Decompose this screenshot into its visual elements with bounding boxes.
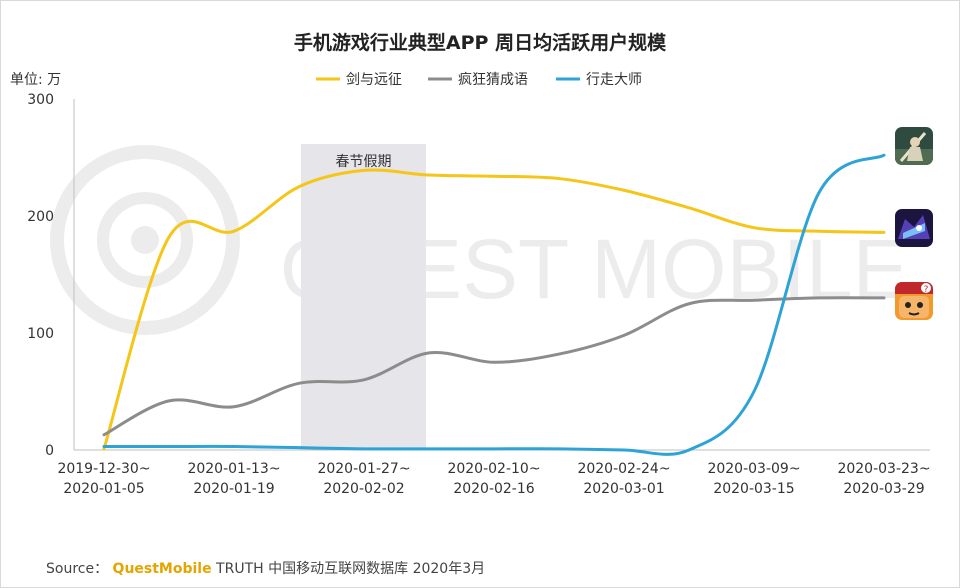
x-tick-label: 2020-02-16 xyxy=(453,481,534,497)
x-tick-label: 2020-03-01 xyxy=(583,481,664,497)
source-prefix: Source： xyxy=(46,561,109,577)
x-tick-label: 2020-03-15 xyxy=(713,481,794,497)
x-tick-label: 2020-01-13~ xyxy=(187,461,280,477)
series-line-2 xyxy=(102,296,886,437)
blue-dragon-icon xyxy=(895,209,933,247)
unit-label: 单位: 万 xyxy=(10,72,61,88)
holiday-band-label: 春节假期 xyxy=(336,154,392,170)
x-tick-label: 2020-01-05 xyxy=(63,481,144,497)
x-tick-label: 2019-12-30~ xyxy=(57,461,150,477)
holiday-band xyxy=(301,144,426,450)
x-tick-label: 2020-02-10~ xyxy=(447,461,540,477)
series-lines xyxy=(102,153,886,456)
series-line-3 xyxy=(102,153,886,456)
legend-label: 疯狂猜成语 xyxy=(458,72,528,88)
sword-warrior-icon xyxy=(895,127,933,165)
legend-label: 剑与远征 xyxy=(346,72,402,88)
x-tick-label: 2020-03-29 xyxy=(843,481,924,497)
x-tick-label: 2020-02-02 xyxy=(323,481,404,497)
source-text: TRUTH 中国移动互联网数据库 2020年3月 xyxy=(211,561,486,577)
source-note: Source： QuestMobile TRUTH 中国移动互联网数据库 202… xyxy=(46,558,485,578)
y-tick-label: 200 xyxy=(27,209,54,225)
x-tick-label: 2020-01-19 xyxy=(193,481,274,497)
x-ticks: 2019-12-30~ 2020-01-05 2020-01-13~ 2020-01-… xyxy=(57,461,930,497)
watermark: QUEST MOBILE xyxy=(50,145,909,335)
y-ticks: 0 100 200 300 xyxy=(27,92,54,459)
y-tick-label: 0 xyxy=(45,443,54,459)
svg-text:?: ? xyxy=(924,285,929,295)
legend: 剑与远征 疯狂猜成语 行走大师 xyxy=(316,72,642,88)
legend-label: 行走大师 xyxy=(586,72,642,88)
x-tick-label: 2020-01-27~ xyxy=(317,461,410,477)
x-tick-label: 2020-03-09~ xyxy=(707,461,800,477)
series-line-1 xyxy=(102,168,886,451)
cartoon-face-icon: ? xyxy=(895,282,933,320)
x-tick-label: 2020-02-24~ xyxy=(577,461,670,477)
y-tick-label: 100 xyxy=(27,326,54,342)
x-tick-label: 2020-03-23~ xyxy=(837,461,930,477)
chart-title: 手机游戏行业典型APP 周日均活跃用户规模 xyxy=(294,31,667,54)
source-brand: QuestMobile xyxy=(112,561,212,577)
y-tick-label: 300 xyxy=(27,92,54,108)
